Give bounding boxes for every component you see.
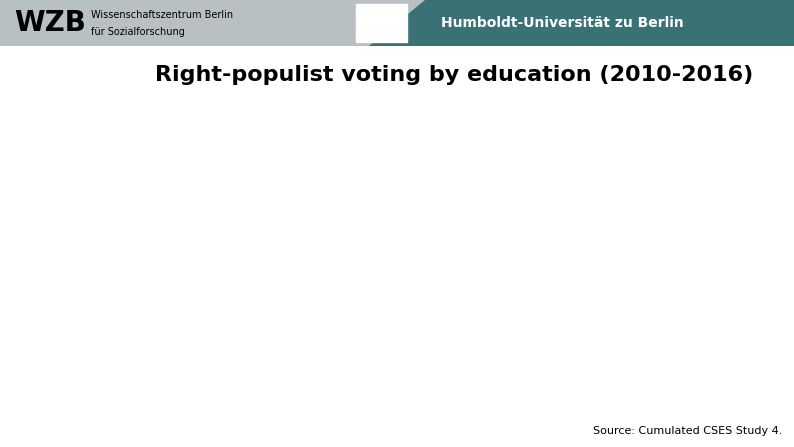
Bar (356, 4, 407, 42)
Text: Wissenschaftszentrum Berlin: Wissenschaftszentrum Berlin (91, 10, 233, 20)
Text: Humboldt-Universität zu Berlin: Humboldt-Universität zu Berlin (441, 16, 684, 30)
Bar (0, 0, 794, 46)
Polygon shape (369, 0, 794, 46)
Text: Source: Cumulated CSES Study 4.: Source: Cumulated CSES Study 4. (592, 426, 782, 436)
Text: für Sozialforschung: für Sozialforschung (91, 27, 185, 37)
Text: WZB: WZB (14, 9, 87, 37)
Text: Right-populist voting by education (2010-2016): Right-populist voting by education (2010… (155, 65, 753, 85)
